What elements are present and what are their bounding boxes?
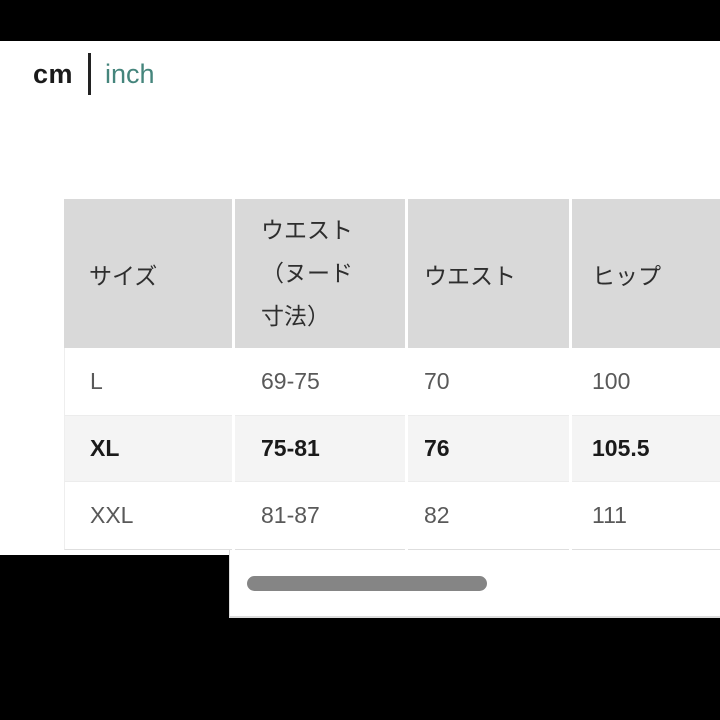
header-size: サイズ [64, 199, 232, 348]
cell-waist-nude-xl: 75-81 [235, 416, 405, 482]
size-table-scroll-viewport: サイズ ウエスト （ヌード 寸法） ウエスト ヒップ L 69-75 70 10… [64, 199, 720, 629]
unit-toggle-divider [88, 53, 92, 95]
horizontal-scrollbar-thumb[interactable] [247, 576, 487, 591]
cell-waist-nude-xxl: 81-87 [235, 482, 405, 550]
cell-hip-l: 100 [572, 348, 720, 416]
unit-toggle-inch[interactable]: inch [105, 58, 155, 89]
cell-hip-xxl: 111 [572, 482, 720, 550]
size-table: サイズ ウエスト （ヌード 寸法） ウエスト ヒップ L 69-75 70 10… [64, 199, 720, 550]
cell-hip-xl: 105.5 [572, 416, 720, 482]
cell-waist-xxl: 82 [408, 482, 569, 550]
header-waist-nude: ウエスト （ヌード 寸法） [235, 199, 405, 348]
header-waist-nude-line3: 寸法） [261, 303, 330, 329]
header-waist-nude-line2: （ヌード [261, 260, 353, 286]
header-hip: ヒップ [572, 199, 720, 348]
cell-size-l: L [64, 348, 232, 416]
content-area: cm inch サイズ ウエスト （ヌード 寸法） ウエスト ヒップ [0, 41, 720, 618]
header-waist-nude-line1: ウエスト [261, 217, 353, 243]
horizontal-scrollbar-track[interactable] [229, 550, 720, 618]
cell-size-xl: XL [64, 416, 232, 482]
cell-waist-nude-l: 69-75 [235, 348, 405, 416]
cell-waist-l: 70 [408, 348, 569, 416]
header-waist: ウエスト [408, 199, 569, 348]
cell-size-xxl: XXL [64, 482, 232, 550]
size-table-container: サイズ ウエスト （ヌード 寸法） ウエスト ヒップ L 69-75 70 10… [32, 120, 720, 620]
cell-waist-xl: 76 [408, 416, 569, 482]
unit-toggle-cm[interactable]: cm [33, 58, 74, 89]
unit-toggle: cm inch [33, 51, 155, 97]
